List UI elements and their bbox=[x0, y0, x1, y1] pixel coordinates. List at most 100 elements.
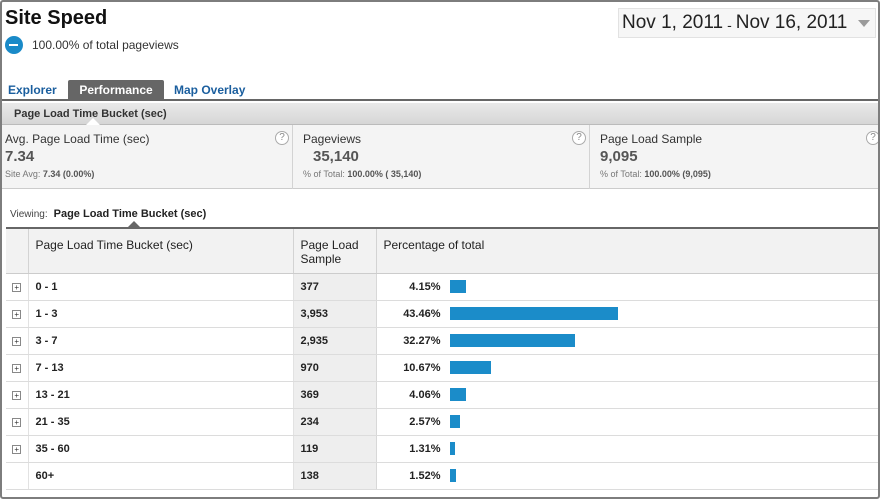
percentage-label: 43.46% bbox=[403, 307, 441, 320]
percentage-label: 10.67% bbox=[403, 361, 441, 374]
expand-plus-icon[interactable]: + bbox=[12, 282, 22, 292]
table-header-row: Page Load Time Bucket (sec) Page Load Sam… bbox=[6, 229, 878, 274]
column-header-percentage[interactable]: Percentage of total bbox=[376, 229, 878, 274]
percentage-bar bbox=[449, 280, 466, 293]
dimension-bar: Page Load Time Bucket (sec) bbox=[2, 103, 878, 125]
percentage-label: 4.15% bbox=[409, 280, 441, 293]
table-row[interactable]: +3 - 7 2,935 32.27% bbox=[6, 327, 878, 355]
date-separator: - bbox=[727, 17, 732, 33]
sample-cell: 3,953 bbox=[293, 300, 377, 328]
scorecard-sub: % of Total: 100.00% ( 35,140) bbox=[303, 169, 422, 179]
bucket-cell: 0 - 1 bbox=[28, 273, 294, 301]
scorecard-label: Avg. Page Load Time (sec) bbox=[5, 132, 150, 146]
report-tabs: Explorer Performance Map Overlay bbox=[2, 80, 878, 101]
expand-plus-icon[interactable]: + bbox=[12, 336, 22, 346]
percentage-label: 4.06% bbox=[409, 388, 441, 401]
percentage-cell: 1.31% bbox=[376, 435, 878, 463]
bucket-cell: 1 - 3 bbox=[28, 300, 294, 328]
percentage-label: 32.27% bbox=[403, 334, 441, 347]
sample-cell: 970 bbox=[293, 354, 377, 382]
percentage-label: 2.57% bbox=[409, 415, 441, 428]
scorecard-value: 35,140 bbox=[313, 148, 359, 165]
column-header-bucket[interactable]: Page Load Time Bucket (sec) bbox=[28, 229, 294, 274]
expand-column-header bbox=[6, 229, 29, 274]
bucket-cell: 21 - 35 bbox=[28, 408, 294, 436]
expand-cell[interactable]: + bbox=[6, 273, 29, 301]
chevron-down-icon[interactable] bbox=[858, 20, 870, 27]
percentage-cell: 2.57% bbox=[376, 408, 878, 436]
expand-cell[interactable]: + bbox=[6, 327, 29, 355]
sample-cell: 377 bbox=[293, 273, 377, 301]
scorecard-page-load-sample[interactable]: Page Load Sample 9,095 % of Total: 100.0… bbox=[590, 125, 878, 189]
percentage-bar bbox=[449, 334, 575, 347]
scorecard-sub: Site Avg: 7.34 (0.00%) bbox=[5, 169, 95, 179]
table-row[interactable]: 60+ 138 1.52% bbox=[6, 462, 878, 490]
viewing-value[interactable]: Page Load Time Bucket (sec) bbox=[53, 208, 207, 220]
expand-plus-icon[interactable]: + bbox=[12, 444, 22, 454]
percentage-cell: 32.27% bbox=[376, 327, 878, 355]
expand-cell[interactable]: + bbox=[6, 435, 29, 463]
percentage-bar bbox=[449, 307, 618, 320]
table-row[interactable]: +21 - 35 234 2.57% bbox=[6, 408, 878, 436]
percentage-cell: 4.15% bbox=[376, 273, 878, 301]
percentage-cell: 43.46% bbox=[376, 300, 878, 328]
expand-cell[interactable]: + bbox=[6, 300, 29, 328]
dimension-label: Page Load Time Bucket (sec) bbox=[14, 108, 167, 120]
percentage-cell: 4.06% bbox=[376, 381, 878, 409]
viewing-dimension: Viewing: Page Load Time Bucket (sec) bbox=[10, 208, 206, 220]
expand-plus-icon[interactable]: + bbox=[12, 417, 22, 427]
segment-text: 100.00% of total pageviews bbox=[32, 38, 179, 52]
expand-cell bbox=[6, 462, 29, 490]
expand-plus-icon[interactable]: + bbox=[12, 363, 22, 373]
scorecard-value: 9,095 bbox=[600, 148, 638, 165]
percentage-bar bbox=[449, 361, 491, 374]
bucket-cell: 13 - 21 bbox=[28, 381, 294, 409]
viewing-pointer bbox=[128, 221, 140, 227]
sample-cell: 138 bbox=[293, 462, 377, 490]
tab-performance[interactable]: Performance bbox=[68, 80, 164, 101]
sample-cell: 369 bbox=[293, 381, 377, 409]
help-icon[interactable]: ? bbox=[866, 131, 878, 145]
viewing-prefix: Viewing: bbox=[10, 209, 48, 220]
date-end: Nov 16, 2011 bbox=[735, 12, 848, 33]
column-header-sample[interactable]: Page Load Sample bbox=[293, 229, 377, 274]
help-icon[interactable]: ? bbox=[572, 131, 586, 145]
scorecard-avg-load-time[interactable]: Avg. Page Load Time (sec) 7.34 Site Avg:… bbox=[2, 125, 293, 189]
table-row[interactable]: +1 - 3 3,953 43.46% bbox=[6, 300, 878, 328]
table-row[interactable]: +0 - 1 377 4.15% bbox=[6, 273, 878, 301]
date-range-picker[interactable]: Nov 1, 2011 - Nov 16, 2011 bbox=[618, 8, 876, 38]
table-row[interactable]: +13 - 21 369 4.06% bbox=[6, 381, 878, 409]
date-start: Nov 1, 2011 bbox=[622, 12, 724, 33]
percentage-label: 1.52% bbox=[409, 469, 441, 482]
percentage-cell: 10.67% bbox=[376, 354, 878, 382]
data-table: Page Load Time Bucket (sec) Page Load Sam… bbox=[6, 227, 878, 490]
scorecard-label: Pageviews bbox=[303, 132, 362, 146]
segment-summary: 100.00% of total pageviews bbox=[5, 36, 179, 54]
dimension-pointer bbox=[86, 118, 100, 125]
sample-cell: 2,935 bbox=[293, 327, 377, 355]
sample-cell: 119 bbox=[293, 435, 377, 463]
table-row[interactable]: +7 - 13 970 10.67% bbox=[6, 354, 878, 382]
percentage-bar bbox=[449, 442, 455, 455]
segment-pie-icon[interactable] bbox=[5, 36, 23, 54]
tab-explorer[interactable]: Explorer bbox=[8, 83, 57, 97]
bucket-cell: 3 - 7 bbox=[28, 327, 294, 355]
expand-cell[interactable]: + bbox=[6, 354, 29, 382]
expand-cell[interactable]: + bbox=[6, 381, 29, 409]
help-icon[interactable]: ? bbox=[275, 131, 289, 145]
percentage-bar bbox=[449, 415, 460, 428]
scorecard-value: 7.34 bbox=[5, 148, 35, 165]
tab-map-overlay[interactable]: Map Overlay bbox=[174, 83, 246, 97]
scorecard-label: Page Load Sample bbox=[600, 132, 703, 146]
scorecard-pageviews[interactable]: Pageviews 35,140 % of Total: 100.00% ( 3… bbox=[293, 125, 590, 189]
bucket-cell: 7 - 13 bbox=[28, 354, 294, 382]
expand-cell[interactable]: + bbox=[6, 408, 29, 436]
expand-plus-icon[interactable]: + bbox=[12, 390, 22, 400]
percentage-bar bbox=[449, 388, 466, 401]
percentage-cell: 1.52% bbox=[376, 462, 878, 490]
expand-plus-icon[interactable]: + bbox=[12, 309, 22, 319]
table-row[interactable]: +35 - 60 119 1.31% bbox=[6, 435, 878, 463]
percentage-bar bbox=[449, 469, 456, 482]
scorecards: Avg. Page Load Time (sec) 7.34 Site Avg:… bbox=[2, 125, 878, 189]
